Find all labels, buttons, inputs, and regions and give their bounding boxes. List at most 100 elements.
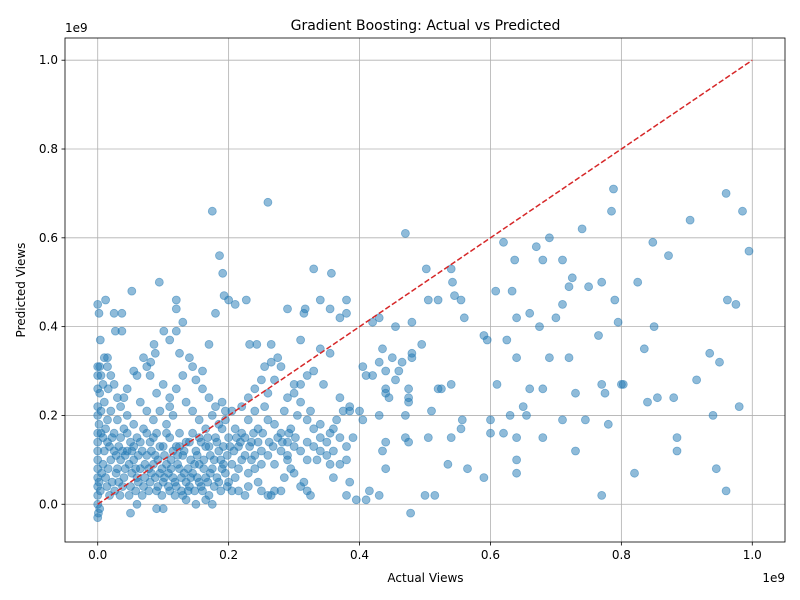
data-point — [335, 433, 345, 443]
data-point — [584, 282, 593, 292]
data-point — [381, 366, 391, 376]
chart-title: Gradient Boosting: Actual vs Predicted — [291, 18, 561, 34]
data-point — [263, 450, 273, 460]
data-point — [103, 362, 112, 372]
data-point — [400, 410, 410, 420]
data-point — [181, 397, 191, 407]
data-point — [446, 379, 456, 389]
x-tick-label: 0.4 — [350, 548, 369, 562]
data-point — [129, 366, 139, 376]
data-point — [342, 308, 351, 318]
data-point — [124, 490, 134, 500]
data-point — [258, 428, 268, 438]
data-point — [378, 446, 387, 456]
data-point — [99, 353, 109, 363]
data-point — [325, 348, 335, 358]
data-point — [723, 295, 732, 305]
data-point — [406, 508, 416, 518]
data-point — [157, 490, 167, 500]
data-point — [144, 486, 154, 496]
data-point — [290, 433, 300, 443]
data-point — [391, 375, 400, 385]
data-point — [212, 473, 222, 483]
data-point — [705, 348, 715, 358]
data-point — [216, 486, 226, 496]
data-point — [306, 406, 315, 416]
data-point — [279, 473, 289, 483]
data-point — [479, 473, 489, 483]
data-point — [738, 206, 747, 216]
y-tick-label: 0.2 — [39, 408, 58, 422]
data-point — [355, 406, 364, 416]
x-axis-label: Actual Views — [387, 571, 463, 585]
data-point — [499, 428, 508, 438]
data-point — [309, 264, 319, 274]
data-point — [400, 228, 410, 238]
data-point — [113, 393, 122, 403]
data-point — [220, 415, 230, 425]
data-point — [220, 406, 230, 416]
data-point — [603, 419, 613, 429]
data-point — [734, 402, 744, 412]
data-point — [510, 255, 520, 265]
data-point — [404, 397, 414, 407]
data-point — [199, 455, 209, 465]
data-point — [296, 446, 306, 456]
data-point — [266, 357, 276, 367]
data-point — [148, 433, 158, 443]
data-point — [209, 482, 219, 491]
data-point — [155, 442, 165, 451]
data-point — [443, 459, 453, 469]
data-point — [322, 437, 332, 447]
data-point — [166, 464, 176, 474]
data-point — [325, 304, 335, 314]
data-point — [457, 415, 467, 425]
data-point — [155, 406, 165, 416]
data-point — [459, 313, 469, 323]
data-point — [171, 295, 181, 305]
data-point — [218, 268, 228, 278]
y-tick-label: 0.0 — [39, 497, 58, 511]
data-point — [618, 379, 628, 389]
data-point — [744, 246, 754, 256]
data-point — [207, 410, 217, 420]
data-point — [250, 384, 260, 394]
data-point — [106, 371, 116, 380]
data-point — [610, 295, 620, 305]
data-point — [535, 322, 544, 332]
data-point — [191, 499, 201, 509]
data-point — [309, 366, 319, 376]
data-point — [302, 437, 312, 447]
data-point — [302, 455, 312, 465]
data-point — [260, 362, 270, 372]
data-point — [335, 459, 345, 469]
data-point — [296, 397, 306, 407]
data-point — [613, 317, 623, 327]
data-point — [204, 339, 214, 349]
data-point — [117, 308, 127, 318]
data-point — [551, 313, 561, 323]
data-point — [157, 464, 167, 474]
data-point — [224, 295, 234, 305]
data-point — [99, 397, 109, 407]
data-point — [289, 379, 299, 389]
data-point — [256, 446, 266, 456]
data-point — [607, 206, 616, 216]
data-point — [368, 371, 378, 380]
data-point — [241, 295, 251, 305]
data-point — [456, 424, 466, 434]
data-point — [132, 499, 142, 509]
data-point — [212, 437, 222, 447]
data-point — [188, 428, 198, 438]
data-point — [306, 490, 315, 500]
data-point — [639, 344, 649, 354]
data-point — [600, 388, 610, 398]
data-point — [113, 415, 122, 425]
data-point — [109, 379, 119, 389]
data-point — [664, 251, 673, 261]
data-point — [198, 366, 207, 376]
data-point — [512, 468, 521, 478]
data-point — [538, 384, 548, 394]
data-point — [407, 348, 417, 358]
data-point — [222, 482, 232, 491]
